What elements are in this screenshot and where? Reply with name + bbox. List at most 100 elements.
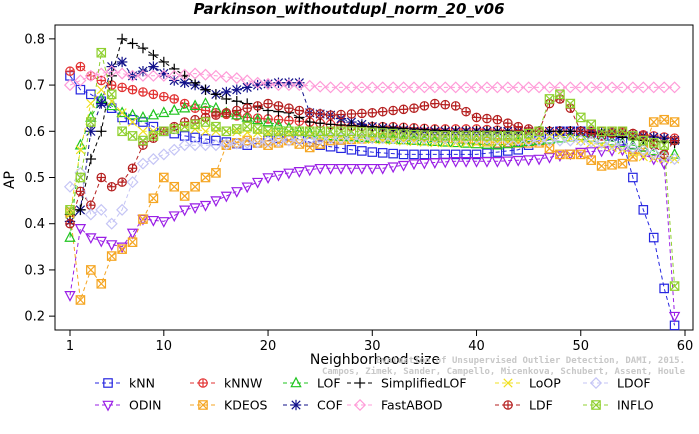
data-point-ldof bbox=[522, 134, 535, 147]
data-point-simplifiedlof bbox=[221, 93, 232, 105]
data-point-ldof bbox=[647, 147, 660, 160]
data-point-fastabod bbox=[303, 79, 316, 92]
data-point-fastabod bbox=[595, 81, 608, 94]
data-point-ldof bbox=[303, 133, 316, 146]
data-point-ldof bbox=[157, 148, 170, 161]
data-point-cof bbox=[96, 98, 107, 109]
data-point-odin bbox=[522, 155, 535, 167]
data-point-odin bbox=[585, 147, 597, 158]
data-point-fastabod bbox=[522, 81, 535, 94]
data-point-ldof bbox=[105, 217, 118, 230]
data-point-inflo bbox=[461, 131, 471, 141]
legend-item-knnw: kNNW bbox=[190, 376, 262, 391]
data-point-odin bbox=[74, 224, 87, 235]
data-point-knn bbox=[190, 132, 200, 143]
data-point-inflo bbox=[75, 172, 86, 183]
data-point-knn bbox=[419, 149, 430, 160]
data-point-knn bbox=[325, 141, 336, 152]
data-point-cof bbox=[116, 56, 128, 68]
data-point-ldf bbox=[450, 101, 461, 111]
data-point-cof bbox=[231, 84, 242, 95]
data-point-inflo bbox=[450, 131, 461, 141]
data-point-odin bbox=[449, 157, 462, 168]
series-fastabod bbox=[63, 65, 681, 94]
legend-item-knn: kNN bbox=[95, 376, 155, 391]
data-point-knn bbox=[409, 149, 419, 160]
data-point-inflo bbox=[169, 124, 180, 134]
data-point-odin bbox=[439, 157, 451, 169]
data-point-kdeos bbox=[169, 181, 180, 192]
data-point-fastabod bbox=[397, 81, 410, 94]
axes: 1 10 20 30 40 50 60 0.2 0.3 0.4 0.5 0.6 0.7 0.8 bbox=[24, 32, 693, 354]
data-point-lof bbox=[178, 101, 191, 113]
data-point-ldf bbox=[492, 114, 503, 125]
data-point-fastabod bbox=[439, 81, 452, 94]
legend-marker-odin bbox=[102, 400, 114, 412]
data-point-odin bbox=[658, 159, 670, 171]
data-point-fastabod bbox=[136, 69, 150, 82]
data-point-ldf bbox=[575, 126, 586, 137]
data-point-ldf bbox=[367, 108, 378, 118]
data-point-fastabod bbox=[637, 81, 650, 94]
legend-item-inflo: INFLO bbox=[583, 398, 654, 413]
data-point-odin bbox=[377, 163, 389, 175]
data-point-odin bbox=[251, 177, 264, 189]
legend-marker-inflo bbox=[591, 400, 601, 410]
data-point-simplifiedlof bbox=[85, 153, 97, 165]
data-point-ldof bbox=[84, 208, 97, 221]
data-point-knn bbox=[398, 149, 409, 160]
data-point-simplifiedlof bbox=[335, 119, 347, 131]
data-point-odin bbox=[408, 159, 420, 171]
data-point-ldof bbox=[345, 132, 358, 145]
data-point-fastabod bbox=[460, 81, 473, 94]
data-point-odin bbox=[533, 154, 545, 166]
data-point-inflo bbox=[96, 47, 107, 58]
data-point-kdeos bbox=[648, 117, 659, 127]
data-point-odin bbox=[283, 168, 295, 180]
data-point-cof bbox=[85, 126, 97, 137]
data-point-ldf bbox=[388, 105, 398, 116]
legend-label-inflo: INFLO bbox=[617, 398, 654, 413]
data-point-lof bbox=[147, 108, 160, 120]
series-line-fastabod bbox=[69, 70, 675, 88]
data-point-inflo bbox=[367, 127, 378, 138]
data-point-odin bbox=[293, 167, 306, 178]
series-line-kdeos bbox=[69, 119, 675, 301]
data-point-fastabod bbox=[355, 81, 368, 94]
data-point-odin bbox=[335, 163, 347, 175]
data-point-odin bbox=[356, 163, 368, 175]
data-point-lof bbox=[64, 231, 76, 242]
legend-item-fastabod: FastABOD bbox=[347, 398, 443, 413]
data-point-simplifiedlof bbox=[96, 126, 107, 137]
y-tick-label: 0.8 bbox=[24, 32, 45, 47]
data-point-inflo bbox=[596, 126, 607, 137]
data-point-fastabod bbox=[116, 67, 129, 80]
data-point-fastabod bbox=[147, 69, 160, 82]
data-point-kdeos bbox=[179, 191, 190, 201]
data-point-fastabod bbox=[553, 81, 566, 94]
data-point-ldf bbox=[284, 103, 294, 113]
data-point-ldof bbox=[626, 141, 639, 154]
data-point-inflo bbox=[440, 131, 451, 141]
data-point-ldf bbox=[471, 112, 482, 123]
data-point-kdeos bbox=[148, 193, 159, 204]
data-point-kdeos bbox=[138, 214, 148, 224]
legend-item-cof: COF bbox=[283, 398, 343, 413]
data-point-odin bbox=[460, 157, 472, 168]
data-point-ldof bbox=[282, 134, 295, 147]
data-point-simplifiedlof bbox=[325, 119, 336, 130]
data-point-ldof bbox=[616, 139, 629, 152]
data-point-loop bbox=[565, 133, 575, 143]
data-point-odin bbox=[85, 233, 97, 245]
data-point-ldof bbox=[595, 136, 608, 149]
series-inflo bbox=[65, 47, 680, 291]
data-point-simplifiedlof bbox=[137, 42, 149, 54]
data-point-knnw bbox=[117, 82, 127, 93]
data-point-inflo bbox=[211, 121, 221, 132]
data-point-kdeos bbox=[575, 149, 586, 160]
data-point-inflo bbox=[565, 98, 576, 109]
data-point-inflo bbox=[492, 131, 503, 141]
data-point-ldof bbox=[126, 176, 139, 189]
data-point-kdeos bbox=[565, 149, 576, 160]
legend-label-knn: kNN bbox=[129, 376, 155, 391]
